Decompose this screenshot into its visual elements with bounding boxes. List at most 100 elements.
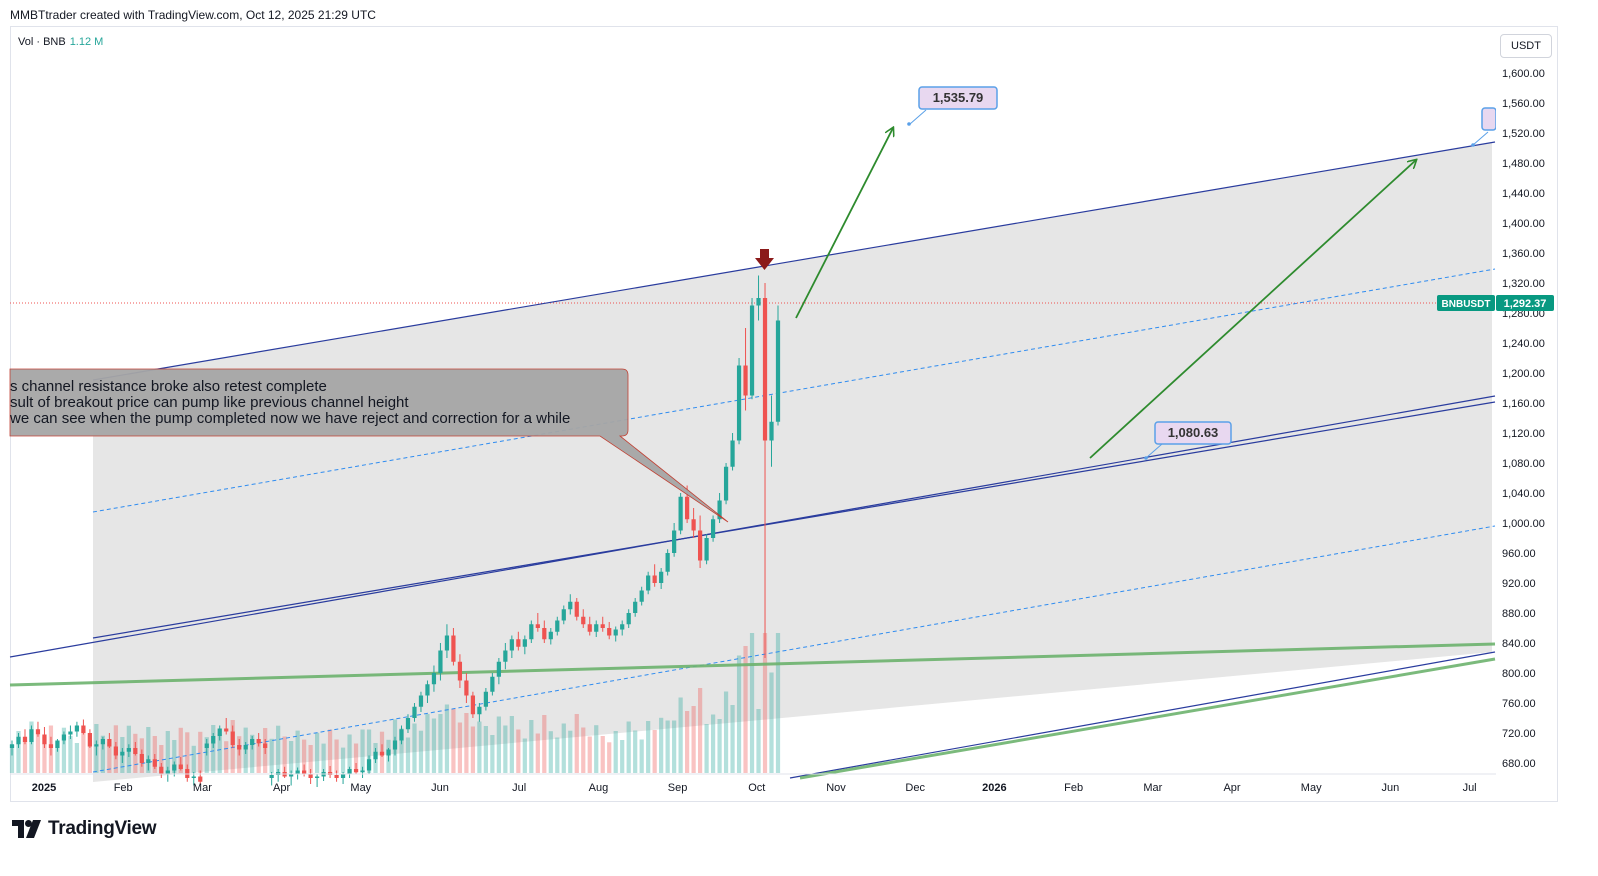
volume-bar <box>282 736 287 773</box>
candle-body <box>749 305 755 396</box>
tradingview-logo[interactable]: TradingView <box>12 818 157 840</box>
volume-bar <box>399 728 404 773</box>
candle-body <box>665 553 670 572</box>
candle-body <box>431 673 437 685</box>
candle-body <box>723 466 729 501</box>
price-label-1080[interactable]: 1,080.63 <box>1144 421 1232 460</box>
currency-button[interactable]: USDT <box>1500 34 1552 58</box>
candle-body <box>360 770 365 772</box>
candle-body <box>678 496 683 531</box>
volume-bar <box>483 726 488 773</box>
volume-bar <box>81 729 86 773</box>
ticker-badge[interactable]: BNBUSDT 1,292.37 <box>1437 295 1554 311</box>
volume-bar <box>626 721 631 773</box>
channel-mid-upper-line <box>92 268 1496 513</box>
channel-lower-line <box>789 651 1496 779</box>
volume-bar <box>321 743 326 773</box>
x-tick-label: Apr <box>1223 782 1240 794</box>
candle-body <box>522 639 527 647</box>
candle-body <box>581 616 586 625</box>
volume-bar <box>574 714 579 773</box>
volume-value: 1.12 M <box>69 36 104 48</box>
tradingview-logo-icon <box>12 820 41 838</box>
top-marker-icon <box>755 249 774 270</box>
candle-body <box>535 624 540 628</box>
green-support-line <box>9 642 1496 687</box>
volume-bar <box>418 730 424 773</box>
volume-bar <box>659 717 664 773</box>
y-tick-label: 920.00 <box>1502 578 1536 590</box>
volume-bar <box>587 736 592 773</box>
candle-body <box>48 744 54 748</box>
volume-bar <box>600 736 605 773</box>
candle-body <box>113 746 118 756</box>
volume-bar <box>496 716 501 773</box>
x-tick-label: Feb <box>114 782 133 794</box>
y-tick-label: 1,440.00 <box>1502 188 1545 200</box>
volume-bar <box>353 743 359 773</box>
volume-bar <box>749 633 755 773</box>
x-tick-label: Mar <box>193 782 212 794</box>
candle-body <box>224 728 229 732</box>
candle-body <box>146 759 151 763</box>
candle-body <box>133 748 138 754</box>
time-axis[interactable]: 2025 Feb Mar Apr May Jun Jul Aug Sep Oct Nov Dec 202… <box>32 782 1477 794</box>
volume-bar <box>295 730 300 773</box>
candle-body <box>464 680 469 696</box>
candle-body <box>399 729 404 741</box>
volume-bar <box>639 739 644 773</box>
volume-bar <box>431 718 437 773</box>
candle-body <box>743 365 748 396</box>
price-label-edge[interactable] <box>1471 107 1497 147</box>
candle-body <box>55 740 60 748</box>
candle-body <box>334 775 339 778</box>
candle-body <box>633 601 638 613</box>
volume-bar <box>685 711 690 773</box>
x-tick-label: May <box>350 782 371 794</box>
y-tick-label: 680.00 <box>1502 758 1536 770</box>
candle-body <box>100 739 105 745</box>
volume-bar <box>568 730 573 773</box>
candle-body <box>587 624 592 632</box>
candle-body <box>672 530 677 553</box>
candle-body <box>574 601 579 617</box>
volume-bar <box>172 740 177 773</box>
candle-body <box>289 773 294 777</box>
volume-bar <box>68 735 73 773</box>
y-tick-label: 960.00 <box>1502 548 1536 560</box>
volume-bar <box>74 743 80 773</box>
volume-bar <box>165 731 170 773</box>
price-label-1080-text: 1,080.63 <box>1168 425 1219 440</box>
volume-bar <box>146 727 151 773</box>
volume-label: Vol · BNB <box>18 36 66 48</box>
volume-bar <box>555 737 560 773</box>
candle-body <box>775 320 781 422</box>
candle-body <box>483 691 488 707</box>
ticker-symbol: BNBUSDT <box>1442 299 1491 310</box>
candle-body <box>685 496 690 520</box>
x-tick-label: Sep <box>668 782 688 794</box>
candle-body <box>659 571 664 583</box>
volume-bar <box>594 725 599 773</box>
x-tick-label: Jun <box>431 782 449 794</box>
price-label-1535[interactable]: 1,535.79 <box>907 86 998 126</box>
candle-body <box>548 631 553 640</box>
annotation-line-1: s channel resistance broke also retest c… <box>10 378 327 395</box>
annotation-callout[interactable]: s channel resistance broke also retest c… <box>9 368 729 523</box>
volume-bar <box>613 731 618 773</box>
candle-body <box>509 639 514 651</box>
candle-body <box>710 519 716 538</box>
candle-body <box>730 440 735 467</box>
candle-body <box>366 759 372 771</box>
candle-body <box>81 725 86 733</box>
price-axis[interactable]: 1,600.00 1,560.00 1,520.00 1,480.00 1,440.00… <box>1502 68 1545 770</box>
volume-bar <box>762 633 768 773</box>
candle-body <box>256 739 261 744</box>
candle-body <box>561 609 566 621</box>
candle-body <box>250 739 255 745</box>
annotation-line-2: sult of breakout price can pump like pre… <box>10 394 409 411</box>
candle-body <box>347 769 352 775</box>
candle-body <box>769 421 774 441</box>
volume-bar <box>42 736 47 773</box>
